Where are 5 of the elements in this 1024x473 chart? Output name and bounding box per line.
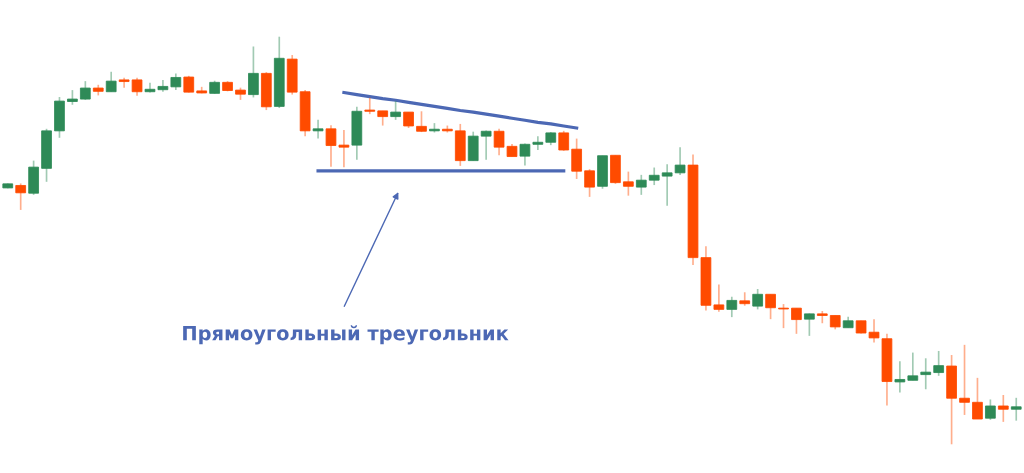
candlestick xyxy=(532,135,544,151)
candlestick xyxy=(364,97,376,115)
annotation: Прямоугольный треугольник xyxy=(183,325,509,345)
candlestick xyxy=(816,310,828,325)
candlestick xyxy=(739,291,751,307)
